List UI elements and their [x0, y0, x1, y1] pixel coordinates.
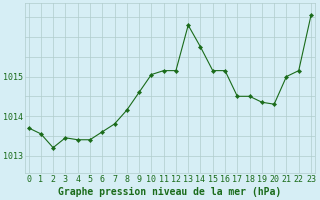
- X-axis label: Graphe pression niveau de la mer (hPa): Graphe pression niveau de la mer (hPa): [58, 186, 281, 197]
